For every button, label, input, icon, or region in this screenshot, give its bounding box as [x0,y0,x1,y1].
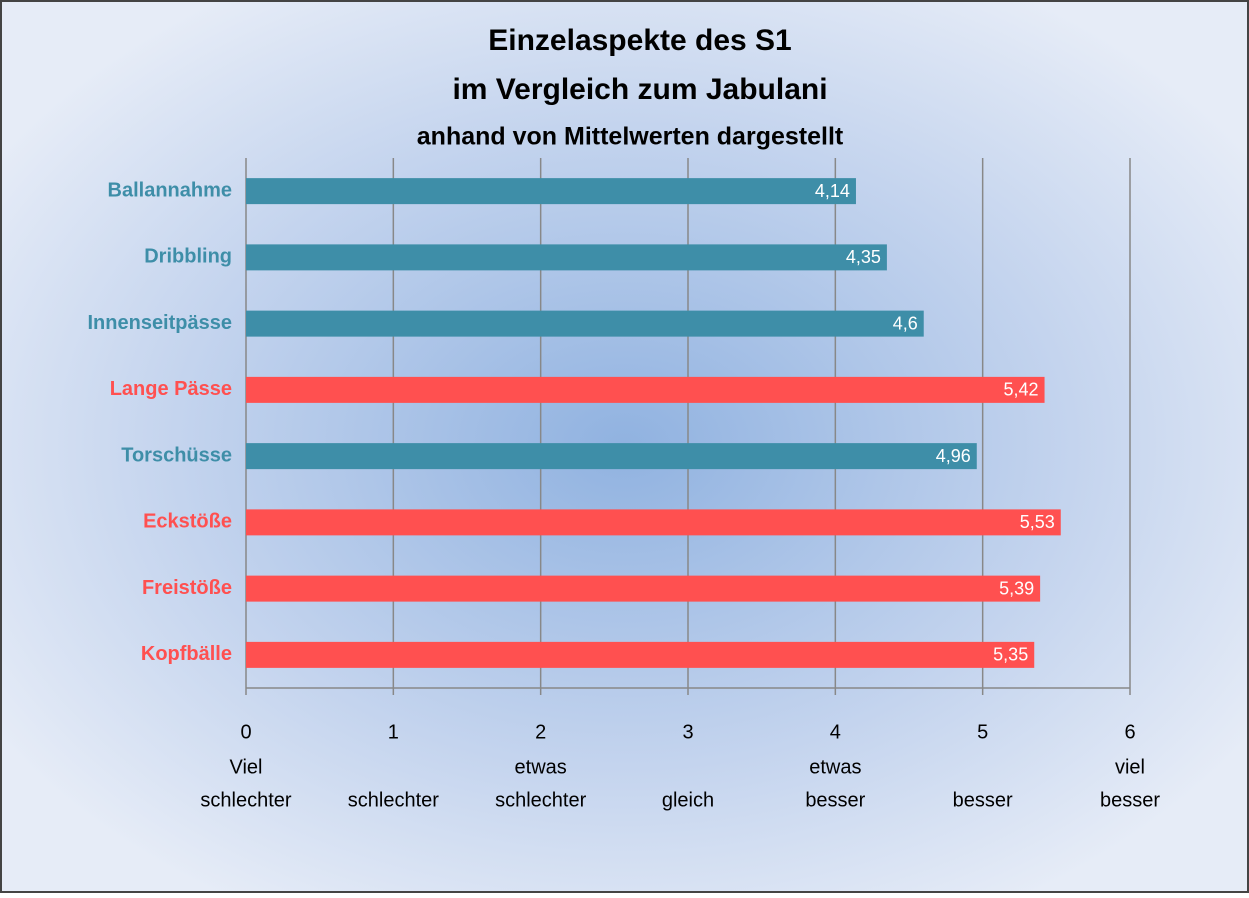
bar [246,310,924,337]
x-tick-label: 5 [977,721,988,743]
y-tick-label: Innenseitpässe [87,312,232,334]
value-label: 5,42 [1003,380,1038,400]
value-label: 5,39 [999,578,1034,598]
x-tick-label: 6 [1124,721,1135,743]
x-tick-description: besser [805,789,865,811]
x-tick-label: 4 [830,721,841,743]
chart-title: Einzelaspekte des S1 [488,24,792,57]
value-label: 4,96 [936,446,971,466]
x-tick-label: 2 [535,721,546,743]
x-tick-description: etwas [809,756,861,778]
bar [246,178,856,205]
x-tick-label: 0 [240,721,251,743]
chart-subtitle: anhand von Mittelwerten dargestellt [417,123,844,151]
x-tick-description: schlechter [495,789,586,811]
x-tick-description: Viel [230,756,263,778]
x-tick-description: gleich [662,789,714,811]
x-tick-description: besser [953,789,1013,811]
y-tick-label: Ballannahme [108,179,232,201]
chart-title: im Vergleich zum Jabulani [452,73,827,106]
value-label: 4,6 [893,313,918,333]
bar [246,376,1045,403]
x-tick-description: viel [1115,756,1145,778]
x-tick-description: besser [1100,789,1160,811]
y-tick-label: Kopfbälle [141,643,232,665]
bar [246,641,1035,668]
x-tick-description: etwas [515,756,567,778]
value-label: 4,14 [815,181,850,201]
y-tick-label: Lange Pässe [110,378,232,400]
bar [246,443,977,470]
bar [246,509,1061,536]
y-tick-label: Torschüsse [121,444,232,466]
x-tick-label: 1 [388,721,399,743]
y-tick-label: Freistöße [142,577,232,599]
value-label: 5,53 [1020,512,1055,532]
value-label: 5,35 [993,645,1028,665]
value-label: 4,35 [846,247,881,267]
x-tick-description: schlechter [200,789,291,811]
x-tick-description: schlechter [348,789,439,811]
bar [246,244,887,271]
bar [246,575,1041,602]
y-tick-label: Dribbling [144,246,232,268]
y-tick-label: Eckstöße [143,511,232,533]
x-tick-label: 3 [682,721,693,743]
